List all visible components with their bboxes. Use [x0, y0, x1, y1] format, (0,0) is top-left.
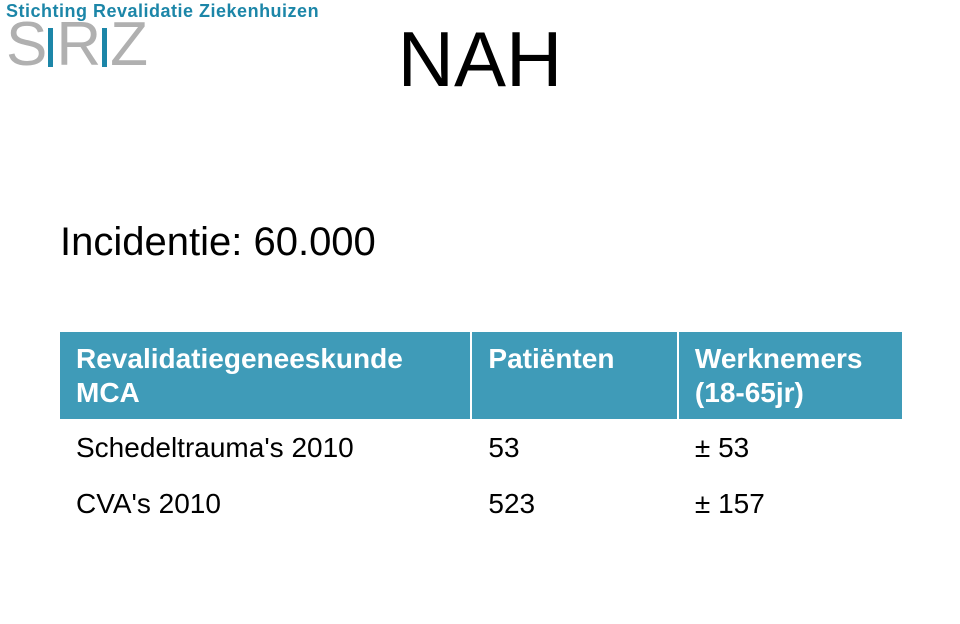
- table-row: CVA's 2010 523 ± 157: [59, 476, 903, 532]
- page-title: NAH: [0, 20, 960, 98]
- table-row: Schedeltrauma's 2010 53 ± 53: [59, 420, 903, 476]
- subtitle: Incidentie: 60.000: [60, 220, 376, 265]
- table-cell: ± 53: [678, 420, 903, 476]
- table-cell: CVA's 2010: [59, 476, 471, 532]
- table-header-cell: Revalidatiegeneeskunde MCA: [59, 331, 471, 420]
- table-header-cell: Werknemers (18-65jr): [678, 331, 903, 420]
- data-table: Revalidatiegeneeskunde MCA Patiënten Wer…: [58, 330, 904, 532]
- table-header-cell: Patiënten: [471, 331, 678, 420]
- table-cell: Schedeltrauma's 2010: [59, 420, 471, 476]
- table-header-row: Revalidatiegeneeskunde MCA Patiënten Wer…: [59, 331, 903, 420]
- table-cell: 523: [471, 476, 678, 532]
- table-cell: 53: [471, 420, 678, 476]
- table-cell: ± 157: [678, 476, 903, 532]
- logo-org-name: Stichting Revalidatie Ziekenhuizen: [6, 2, 319, 20]
